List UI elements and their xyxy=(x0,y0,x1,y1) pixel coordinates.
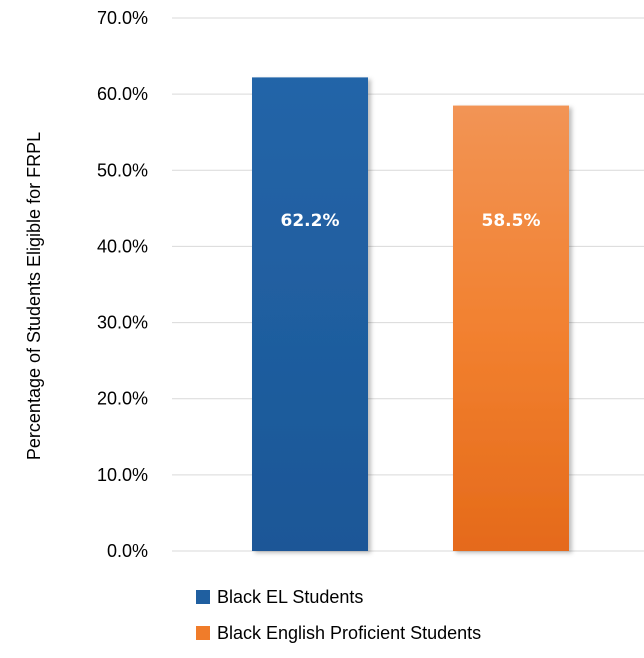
y-tick-label: 20.0% xyxy=(97,389,148,409)
bars xyxy=(252,77,569,552)
legend-label: Black EL Students xyxy=(217,586,364,607)
bar-black-english-proficient-students xyxy=(453,105,569,552)
data-label: 62.2% xyxy=(281,211,340,231)
data-label: 58.5% xyxy=(482,211,541,231)
y-tick-label: 50.0% xyxy=(97,160,148,180)
legend: Black EL Students Black English Proficie… xyxy=(196,586,481,658)
bar-black-el-students xyxy=(252,77,368,552)
y-tick-label: 60.0% xyxy=(97,84,148,104)
legend-label: Black English Proficient Students xyxy=(217,622,482,643)
y-tick-label: 40.0% xyxy=(97,236,148,256)
legend-item-black-el: Black EL Students xyxy=(196,586,481,608)
data-labels: 62.2% 58.5% xyxy=(281,211,541,231)
y-tick-label: 70.0% xyxy=(97,8,148,28)
y-tick-label: 10.0% xyxy=(97,465,148,485)
gridlines xyxy=(172,17,644,552)
y-tick-label: 0.0% xyxy=(107,541,148,561)
y-axis-title: Percentage of Students Eligible for FRPL xyxy=(24,132,44,460)
bar-chart: 0.0%10.0%20.0%30.0%40.0%50.0%60.0%70.0% … xyxy=(24,8,644,561)
legend-swatch-blue xyxy=(196,590,210,604)
y-tick-labels: 0.0% 10.0% 20.0% 30.0% 40.0% 50.0% 60.0% 70.0% xyxy=(97,8,148,561)
legend-swatch-orange xyxy=(196,626,210,640)
legend-item-black-english-proficient: Black English Proficient Students xyxy=(196,622,481,644)
y-tick-label: 30.0% xyxy=(97,313,148,333)
